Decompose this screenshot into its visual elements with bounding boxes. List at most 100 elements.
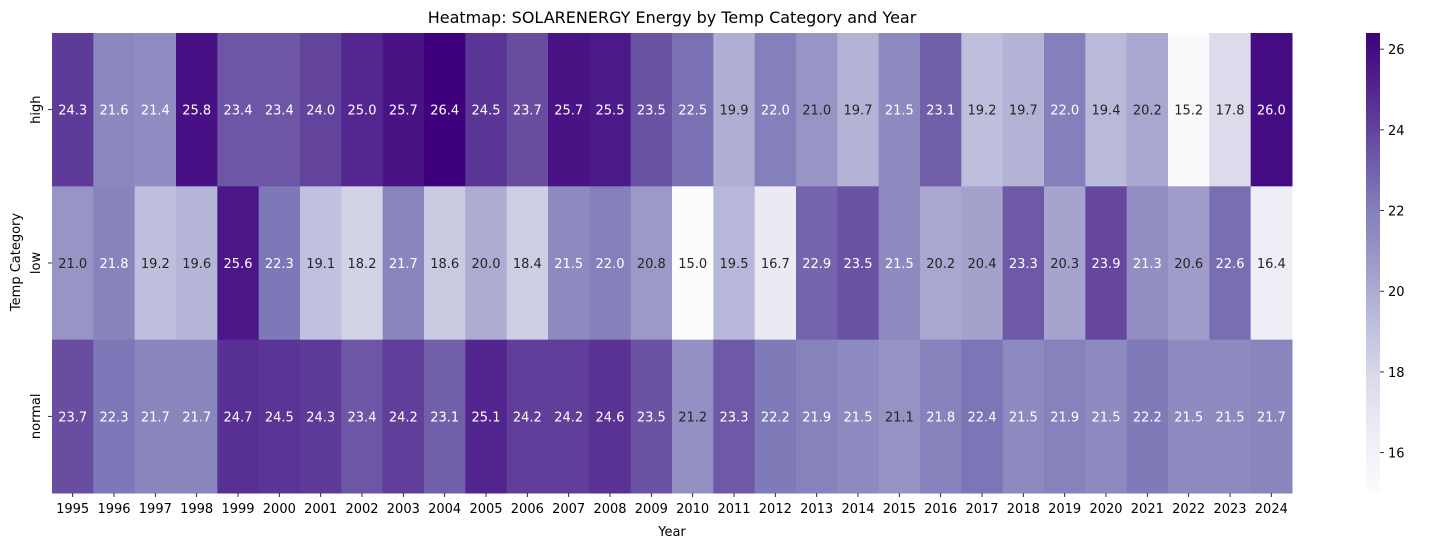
heatmap-cell [713, 339, 756, 494]
colorbar-tick-label: 24 [1388, 124, 1405, 139]
heatmap-cell [548, 339, 590, 494]
cell-value-label: 22.3 [100, 410, 129, 425]
cell-value-label: 24.6 [596, 410, 625, 425]
cell-value-label: 21.5 [1174, 410, 1203, 425]
heatmap-cell [382, 33, 425, 187]
heatmap-cell [52, 339, 94, 494]
cell-value-label: 20.3 [1050, 257, 1079, 272]
x-tick-label: 2016 [924, 502, 957, 517]
colorbar [1366, 33, 1380, 493]
heatmap-cell [589, 186, 632, 341]
x-tick-label: 2004 [428, 502, 461, 517]
heatmap-cell [837, 186, 880, 341]
heatmap-cell [424, 339, 466, 494]
cell-value-label: 21.9 [1050, 410, 1079, 425]
heatmap-cell [878, 339, 921, 494]
heatmap-cell [754, 186, 797, 341]
cell-value-label: 24.7 [224, 410, 253, 425]
x-tick-label: 1997 [139, 502, 172, 517]
heatmap-cell [506, 339, 549, 494]
chart-title: Heatmap: SOLARENERGY Energy by Temp Cate… [428, 8, 917, 27]
heatmap-cell [1168, 33, 1210, 187]
cell-value-label: 21.0 [58, 257, 87, 272]
heatmap-cell [754, 339, 797, 494]
heatmap-cell [1250, 339, 1293, 494]
heatmap-cell [341, 339, 384, 494]
cell-value-label: 21.6 [100, 104, 129, 119]
heatmap-cell [52, 186, 94, 341]
cell-value-label: 21.5 [1092, 410, 1121, 425]
cell-value-label: 22.5 [678, 104, 707, 119]
heatmap-cell [672, 33, 714, 187]
x-tick-label: 1998 [180, 502, 213, 517]
heatmap-cell [589, 339, 632, 494]
cell-value-label: 19.9 [720, 104, 749, 119]
x-tick-label: 2005 [469, 502, 502, 517]
cell-value-label: 25.1 [472, 410, 501, 425]
y-tick-label: low [29, 252, 44, 275]
colorbar-ticks: 16 18 20 22 24 26 [1380, 43, 1405, 462]
heatmap-cell [93, 33, 136, 187]
heatmap-cell [1002, 339, 1045, 494]
colorbar-tick-label: 22 [1388, 205, 1405, 220]
cell-value-label: 23.4 [348, 410, 377, 425]
heatmap-cell [134, 186, 177, 341]
heatmap-cell [1044, 186, 1086, 341]
cell-value-label: 25.8 [182, 104, 211, 119]
heatmap-cell [258, 339, 301, 494]
cell-value-label: 24.3 [58, 104, 87, 119]
cell-value-label: 19.7 [844, 104, 873, 119]
heatmap-cell [300, 186, 342, 341]
heatmap-cell [1002, 33, 1045, 187]
cell-value-label: 19.7 [1009, 104, 1038, 119]
cell-value-label: 21.5 [1009, 410, 1038, 425]
cell-value-label: 23.1 [430, 410, 459, 425]
cell-value-label: 25.7 [554, 104, 583, 119]
cell-value-label: 22.3 [265, 257, 294, 272]
heatmap-cell [465, 33, 508, 187]
cell-value-label: 20.0 [472, 257, 501, 272]
cell-value-label: 19.1 [306, 257, 335, 272]
heatmap-cell [630, 339, 673, 494]
colorbar-tick-label: 16 [1388, 447, 1405, 462]
x-tick-label: 2024 [1255, 502, 1288, 517]
heatmap-cell [630, 33, 673, 187]
heatmap-cell [258, 33, 301, 187]
x-tick-label: 2003 [387, 502, 420, 517]
cell-value-label: 22.0 [761, 104, 790, 119]
cell-value-label: 23.5 [637, 104, 666, 119]
heatmap-cell [1126, 33, 1169, 187]
heatmap-cell [506, 186, 549, 341]
cell-value-label: 22.2 [761, 410, 790, 425]
heatmap-cell [52, 33, 94, 187]
heatmap-cell [258, 186, 301, 341]
x-tick-label: 2002 [345, 502, 378, 517]
heatmap-cell [920, 33, 962, 187]
heatmap-cell [713, 186, 756, 341]
x-tick-label: 2001 [304, 502, 337, 517]
cell-value-label: 23.4 [265, 104, 294, 119]
heatmap-cell [1168, 186, 1210, 341]
x-tick-label: 2018 [1007, 502, 1040, 517]
cell-value-label: 23.5 [637, 410, 666, 425]
heatmap-cell [672, 186, 714, 341]
heatmap-cell [424, 186, 466, 341]
heatmap-cell [796, 339, 838, 494]
cell-value-label: 25.0 [348, 104, 377, 119]
cell-value-label: 21.4 [141, 104, 170, 119]
x-tick-label: 2021 [1131, 502, 1164, 517]
x-tick-label: 2009 [635, 502, 668, 517]
heatmap-cell [134, 33, 177, 187]
heatmap-cell [878, 33, 921, 187]
heatmap-cell [424, 33, 466, 187]
heatmap-cell [300, 33, 342, 187]
cell-value-label: 22.0 [596, 257, 625, 272]
heatmap-cell [341, 186, 384, 341]
y-axis-ticks: high low normal [29, 95, 52, 439]
heatmap-cell [713, 33, 756, 187]
cell-value-label: 21.5 [554, 257, 583, 272]
colorbar-tick-label: 20 [1388, 285, 1405, 300]
x-tick-label: 2010 [676, 502, 709, 517]
heatmap-cell [176, 339, 218, 494]
